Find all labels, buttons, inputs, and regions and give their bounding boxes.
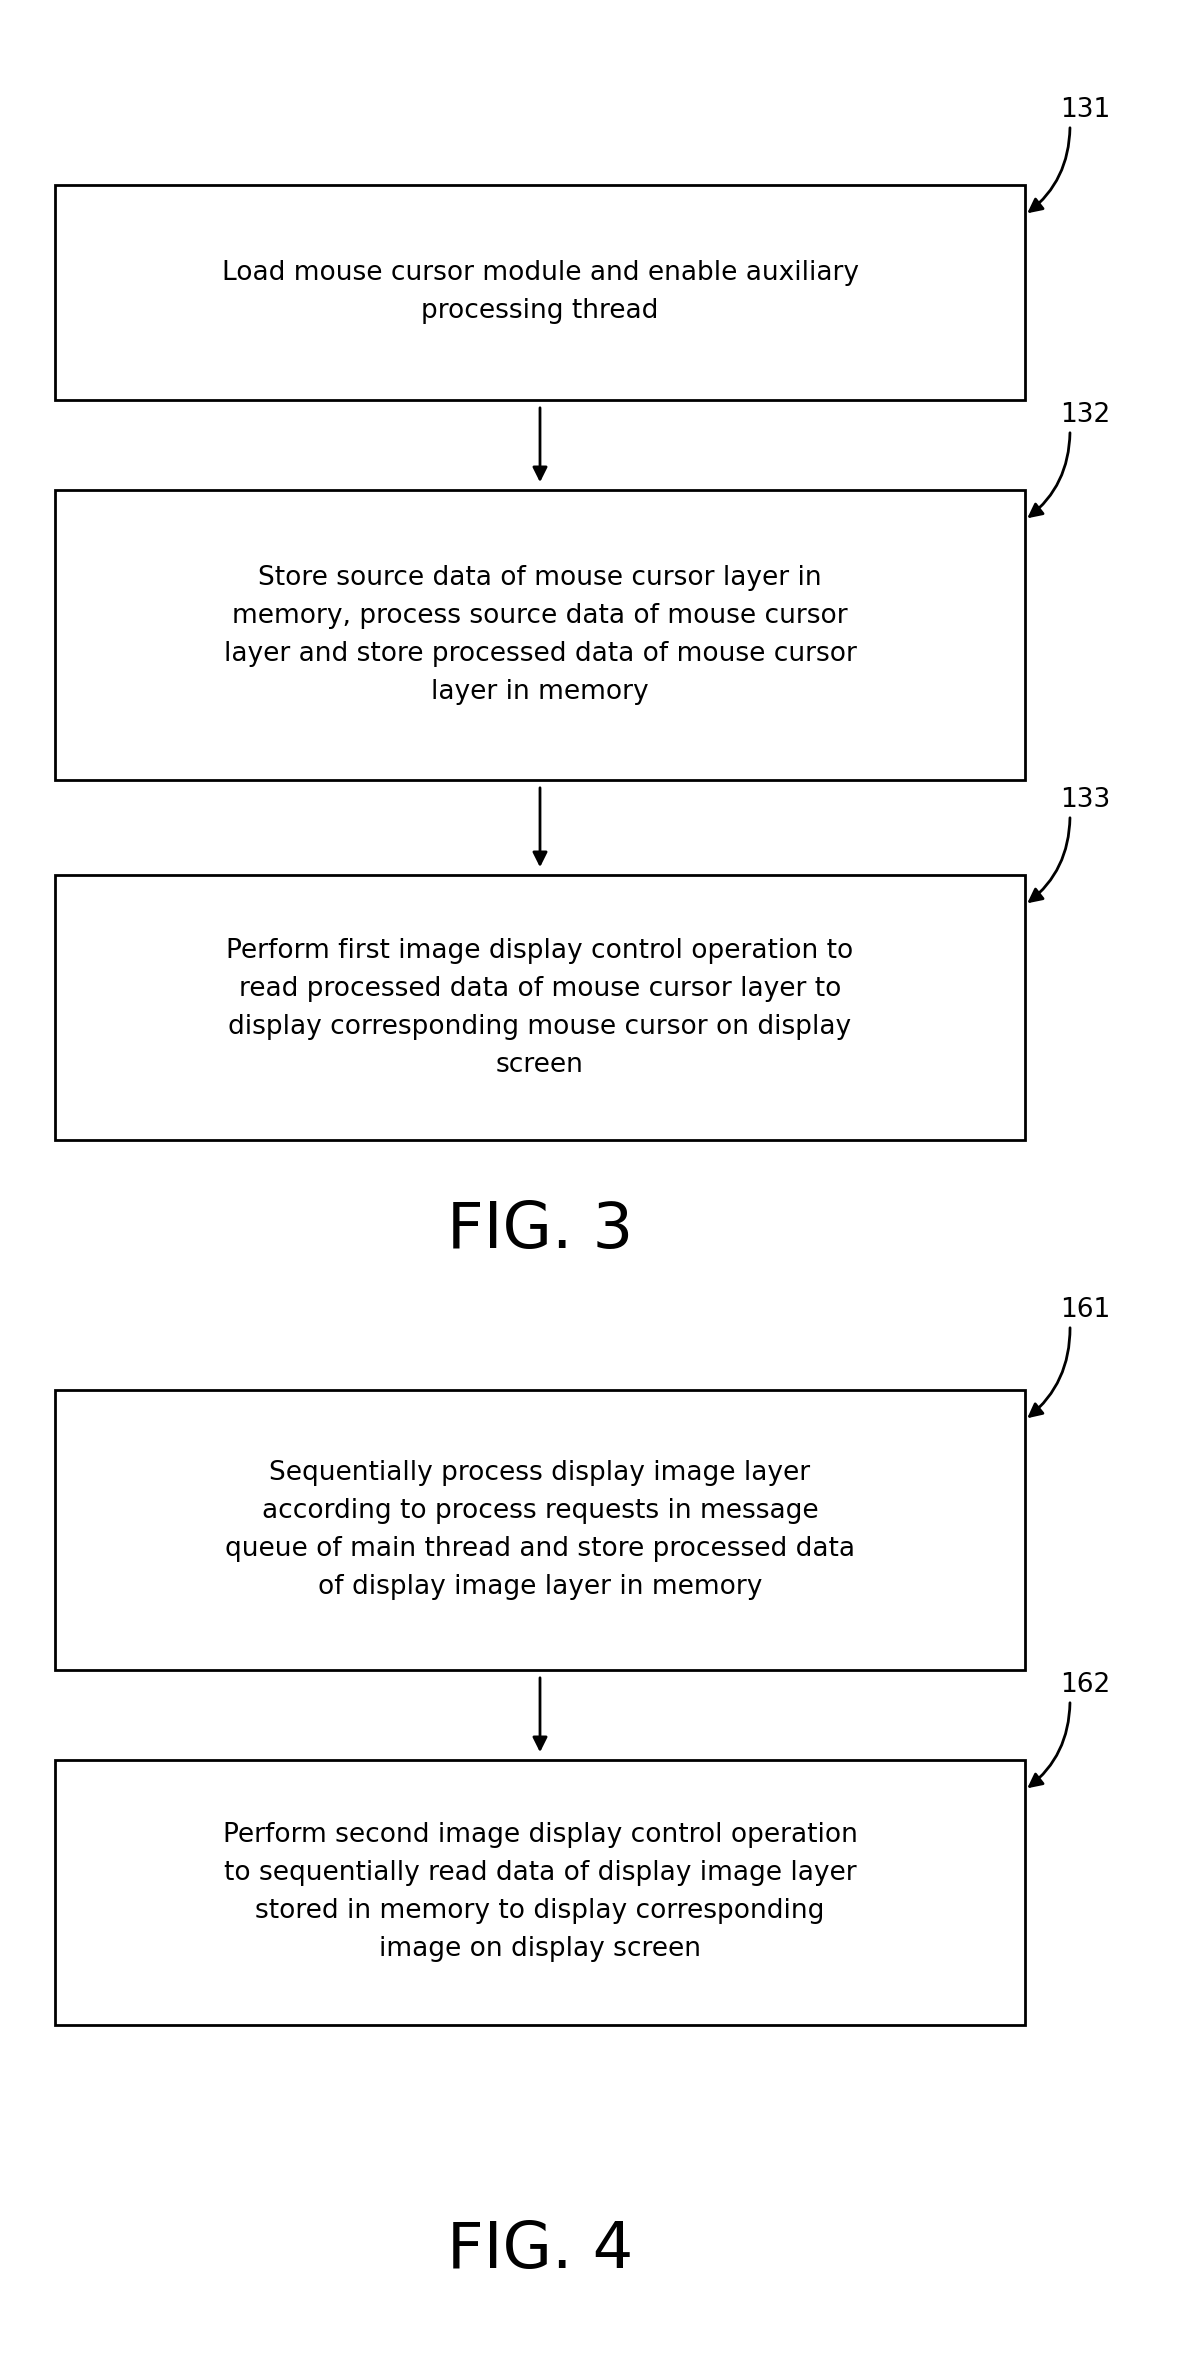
Text: 133: 133 xyxy=(1060,788,1110,814)
Bar xyxy=(55,184,1025,401)
Bar xyxy=(55,491,1025,781)
Text: Store source data of mouse cursor layer in
memory, process source data of mouse : Store source data of mouse cursor layer … xyxy=(224,566,856,705)
Text: Perform first image display control operation to
read processed data of mouse cu: Perform first image display control oper… xyxy=(226,937,854,1078)
Bar xyxy=(55,875,1025,1139)
Text: Perform second image display control operation
to sequentially read data of disp: Perform second image display control ope… xyxy=(223,1824,858,1963)
Text: 132: 132 xyxy=(1060,401,1110,427)
Text: Sequentially process display image layer
according to process requests in messag: Sequentially process display image layer… xyxy=(225,1460,855,1599)
Text: FIG. 4: FIG. 4 xyxy=(447,2220,634,2281)
Text: Load mouse cursor module and enable auxiliary
processing thread: Load mouse cursor module and enable auxi… xyxy=(222,259,859,326)
Text: FIG. 3: FIG. 3 xyxy=(447,1198,634,1262)
Bar xyxy=(55,1389,1025,1670)
Text: 162: 162 xyxy=(1060,1673,1110,1698)
Text: 131: 131 xyxy=(1060,97,1110,123)
Bar xyxy=(55,1760,1025,2024)
Text: 161: 161 xyxy=(1060,1297,1110,1323)
